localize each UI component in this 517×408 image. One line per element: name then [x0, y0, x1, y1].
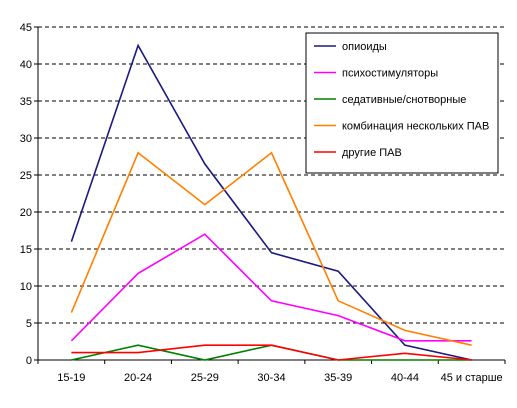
x-tick-label: 40-44 — [391, 372, 419, 384]
y-tick-label: 30 — [20, 133, 32, 145]
series-line-4 — [70, 151, 472, 346]
x-tick-label: 15-19 — [57, 372, 85, 384]
legend-label: психостимуляторы — [342, 68, 438, 80]
legend-label: другие ПАВ — [342, 147, 402, 159]
series-line-1 — [70, 43, 472, 361]
x-axis-ticks: 15-19 20-24 25-29 30-34 35-39 40-44 45 и старш… — [37, 360, 506, 384]
y-tick-label: 0 — [26, 355, 32, 367]
y-tick-label: 5 — [26, 318, 32, 330]
y-tick-label: 10 — [20, 281, 32, 293]
y-tick-label: 15 — [20, 244, 32, 256]
gridlines — [38, 26, 505, 324]
x-tick-label: 45 и старше — [441, 372, 503, 384]
x-tick-label: 25-29 — [191, 372, 219, 384]
y-axis-ticks: 0 5 10 15 20 25 30 35 40 45 — [20, 22, 38, 367]
y-tick-label: 45 — [20, 22, 32, 34]
y-tick-label: 40 — [20, 59, 32, 71]
x-tick-label: 35-39 — [324, 372, 352, 384]
x-tick-label: 20-24 — [124, 372, 152, 384]
x-tick-label: 30-34 — [257, 372, 285, 384]
series-lines — [70, 43, 472, 361]
legend-label: опиоиды — [342, 41, 387, 53]
y-tick-label: 20 — [20, 207, 32, 219]
legend-label: седативные/снотворные — [342, 94, 466, 106]
legend-box — [305, 32, 499, 174]
legend: опиоиды психостимуляторы седативные/снотво… — [305, 32, 499, 174]
series-line-5 — [71, 344, 472, 361]
series-line-2 — [70, 233, 472, 342]
legend-label: комбинация нескольких ПАВ — [342, 121, 489, 133]
y-tick-label: 25 — [20, 170, 32, 182]
y-tick-label: 35 — [20, 96, 32, 108]
